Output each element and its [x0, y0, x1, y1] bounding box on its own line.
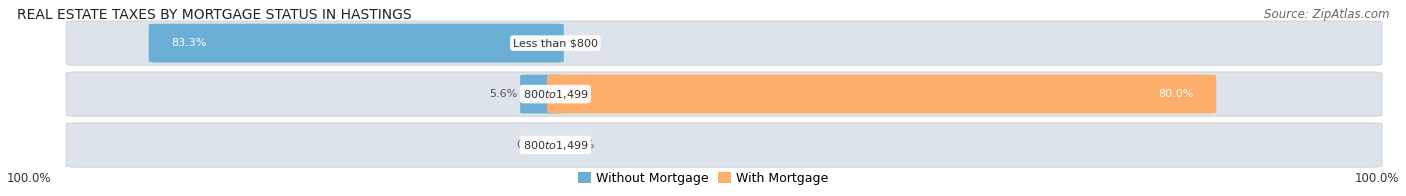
Text: 0.0%: 0.0%	[516, 140, 544, 150]
Text: $800 to $1,499: $800 to $1,499	[523, 88, 588, 101]
FancyBboxPatch shape	[520, 75, 564, 113]
Legend: Without Mortgage, With Mortgage: Without Mortgage, With Mortgage	[574, 167, 832, 190]
FancyBboxPatch shape	[547, 75, 1216, 113]
Text: 0.0%: 0.0%	[567, 140, 595, 150]
FancyBboxPatch shape	[66, 72, 1382, 116]
Text: 5.6%: 5.6%	[489, 89, 517, 99]
Text: Less than $800: Less than $800	[513, 38, 598, 48]
Text: REAL ESTATE TAXES BY MORTGAGE STATUS IN HASTINGS: REAL ESTATE TAXES BY MORTGAGE STATUS IN …	[17, 8, 412, 22]
Text: 100.0%: 100.0%	[7, 172, 52, 185]
FancyBboxPatch shape	[66, 21, 1382, 65]
Text: Source: ZipAtlas.com: Source: ZipAtlas.com	[1264, 8, 1389, 21]
Text: 100.0%: 100.0%	[1354, 172, 1399, 185]
Text: 83.3%: 83.3%	[172, 38, 207, 48]
Text: $800 to $1,499: $800 to $1,499	[523, 139, 588, 152]
FancyBboxPatch shape	[66, 123, 1382, 167]
FancyBboxPatch shape	[149, 24, 564, 63]
Text: 80.0%: 80.0%	[1159, 89, 1194, 99]
Text: 0.0%: 0.0%	[567, 38, 595, 48]
